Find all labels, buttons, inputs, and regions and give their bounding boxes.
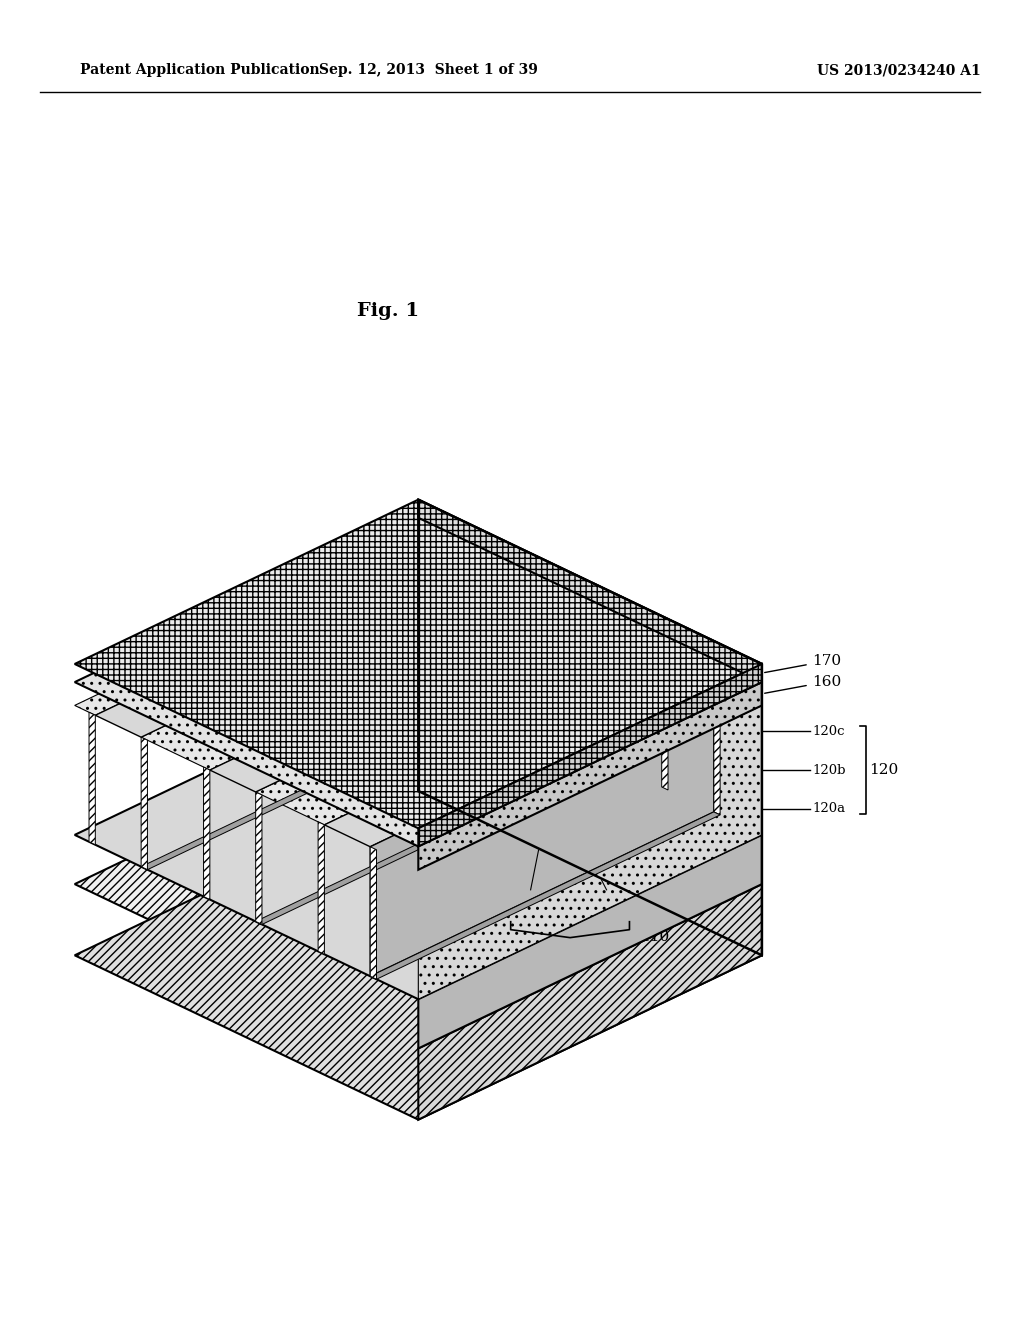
Polygon shape (371, 812, 720, 979)
Text: 120: 120 (869, 763, 899, 777)
Polygon shape (419, 541, 439, 680)
Polygon shape (419, 500, 762, 682)
Polygon shape (141, 702, 492, 870)
Polygon shape (141, 573, 553, 770)
Text: 150a: 150a (514, 894, 547, 907)
Polygon shape (89, 713, 95, 845)
Text: Patent Application Publication: Patent Application Publication (80, 63, 319, 78)
Text: Fig. 1: Fig. 1 (357, 302, 420, 321)
Polygon shape (714, 682, 762, 834)
Polygon shape (439, 550, 484, 702)
Polygon shape (256, 627, 668, 825)
Polygon shape (325, 660, 714, 846)
Polygon shape (547, 603, 553, 735)
Polygon shape (75, 719, 762, 1048)
Text: 120a: 120a (813, 803, 846, 816)
Polygon shape (419, 664, 762, 846)
Polygon shape (553, 606, 599, 758)
Polygon shape (599, 627, 605, 760)
Polygon shape (256, 758, 605, 924)
Polygon shape (432, 548, 439, 680)
Text: Sep. 12, 2013  Sheet 1 of 39: Sep. 12, 2013 Sheet 1 of 39 (318, 63, 538, 78)
Polygon shape (714, 682, 720, 814)
Text: 140: 140 (319, 568, 416, 582)
Polygon shape (75, 517, 762, 846)
Polygon shape (668, 660, 714, 812)
Text: 150: 150 (555, 946, 585, 961)
Polygon shape (371, 846, 377, 979)
Text: 170: 170 (765, 655, 841, 672)
Polygon shape (204, 767, 210, 899)
Polygon shape (75, 541, 439, 715)
Text: 100: 100 (461, 594, 527, 672)
Polygon shape (484, 573, 492, 705)
Text: 110: 110 (593, 929, 669, 944)
Polygon shape (371, 682, 762, 870)
Polygon shape (371, 682, 714, 977)
Polygon shape (256, 792, 262, 924)
Text: 120c: 120c (813, 725, 845, 738)
Polygon shape (419, 517, 762, 705)
Polygon shape (75, 500, 762, 829)
Polygon shape (75, 791, 762, 1119)
Text: 160: 160 (765, 675, 841, 693)
Polygon shape (419, 834, 762, 1048)
Polygon shape (599, 627, 668, 789)
Polygon shape (419, 671, 762, 884)
Polygon shape (419, 884, 762, 1119)
Text: 150b: 150b (590, 894, 624, 907)
Polygon shape (662, 657, 668, 789)
Polygon shape (210, 606, 599, 792)
Text: 125: 125 (319, 659, 421, 672)
Polygon shape (419, 719, 762, 956)
Polygon shape (419, 705, 762, 999)
Polygon shape (318, 822, 325, 954)
Polygon shape (75, 671, 762, 999)
Polygon shape (484, 573, 553, 735)
Text: 130: 130 (319, 611, 416, 626)
Polygon shape (141, 737, 147, 870)
Text: 120b: 120b (813, 764, 846, 776)
Polygon shape (419, 682, 762, 870)
Text: US 2013/0234240 A1: US 2013/0234240 A1 (817, 63, 980, 78)
Polygon shape (95, 550, 484, 737)
